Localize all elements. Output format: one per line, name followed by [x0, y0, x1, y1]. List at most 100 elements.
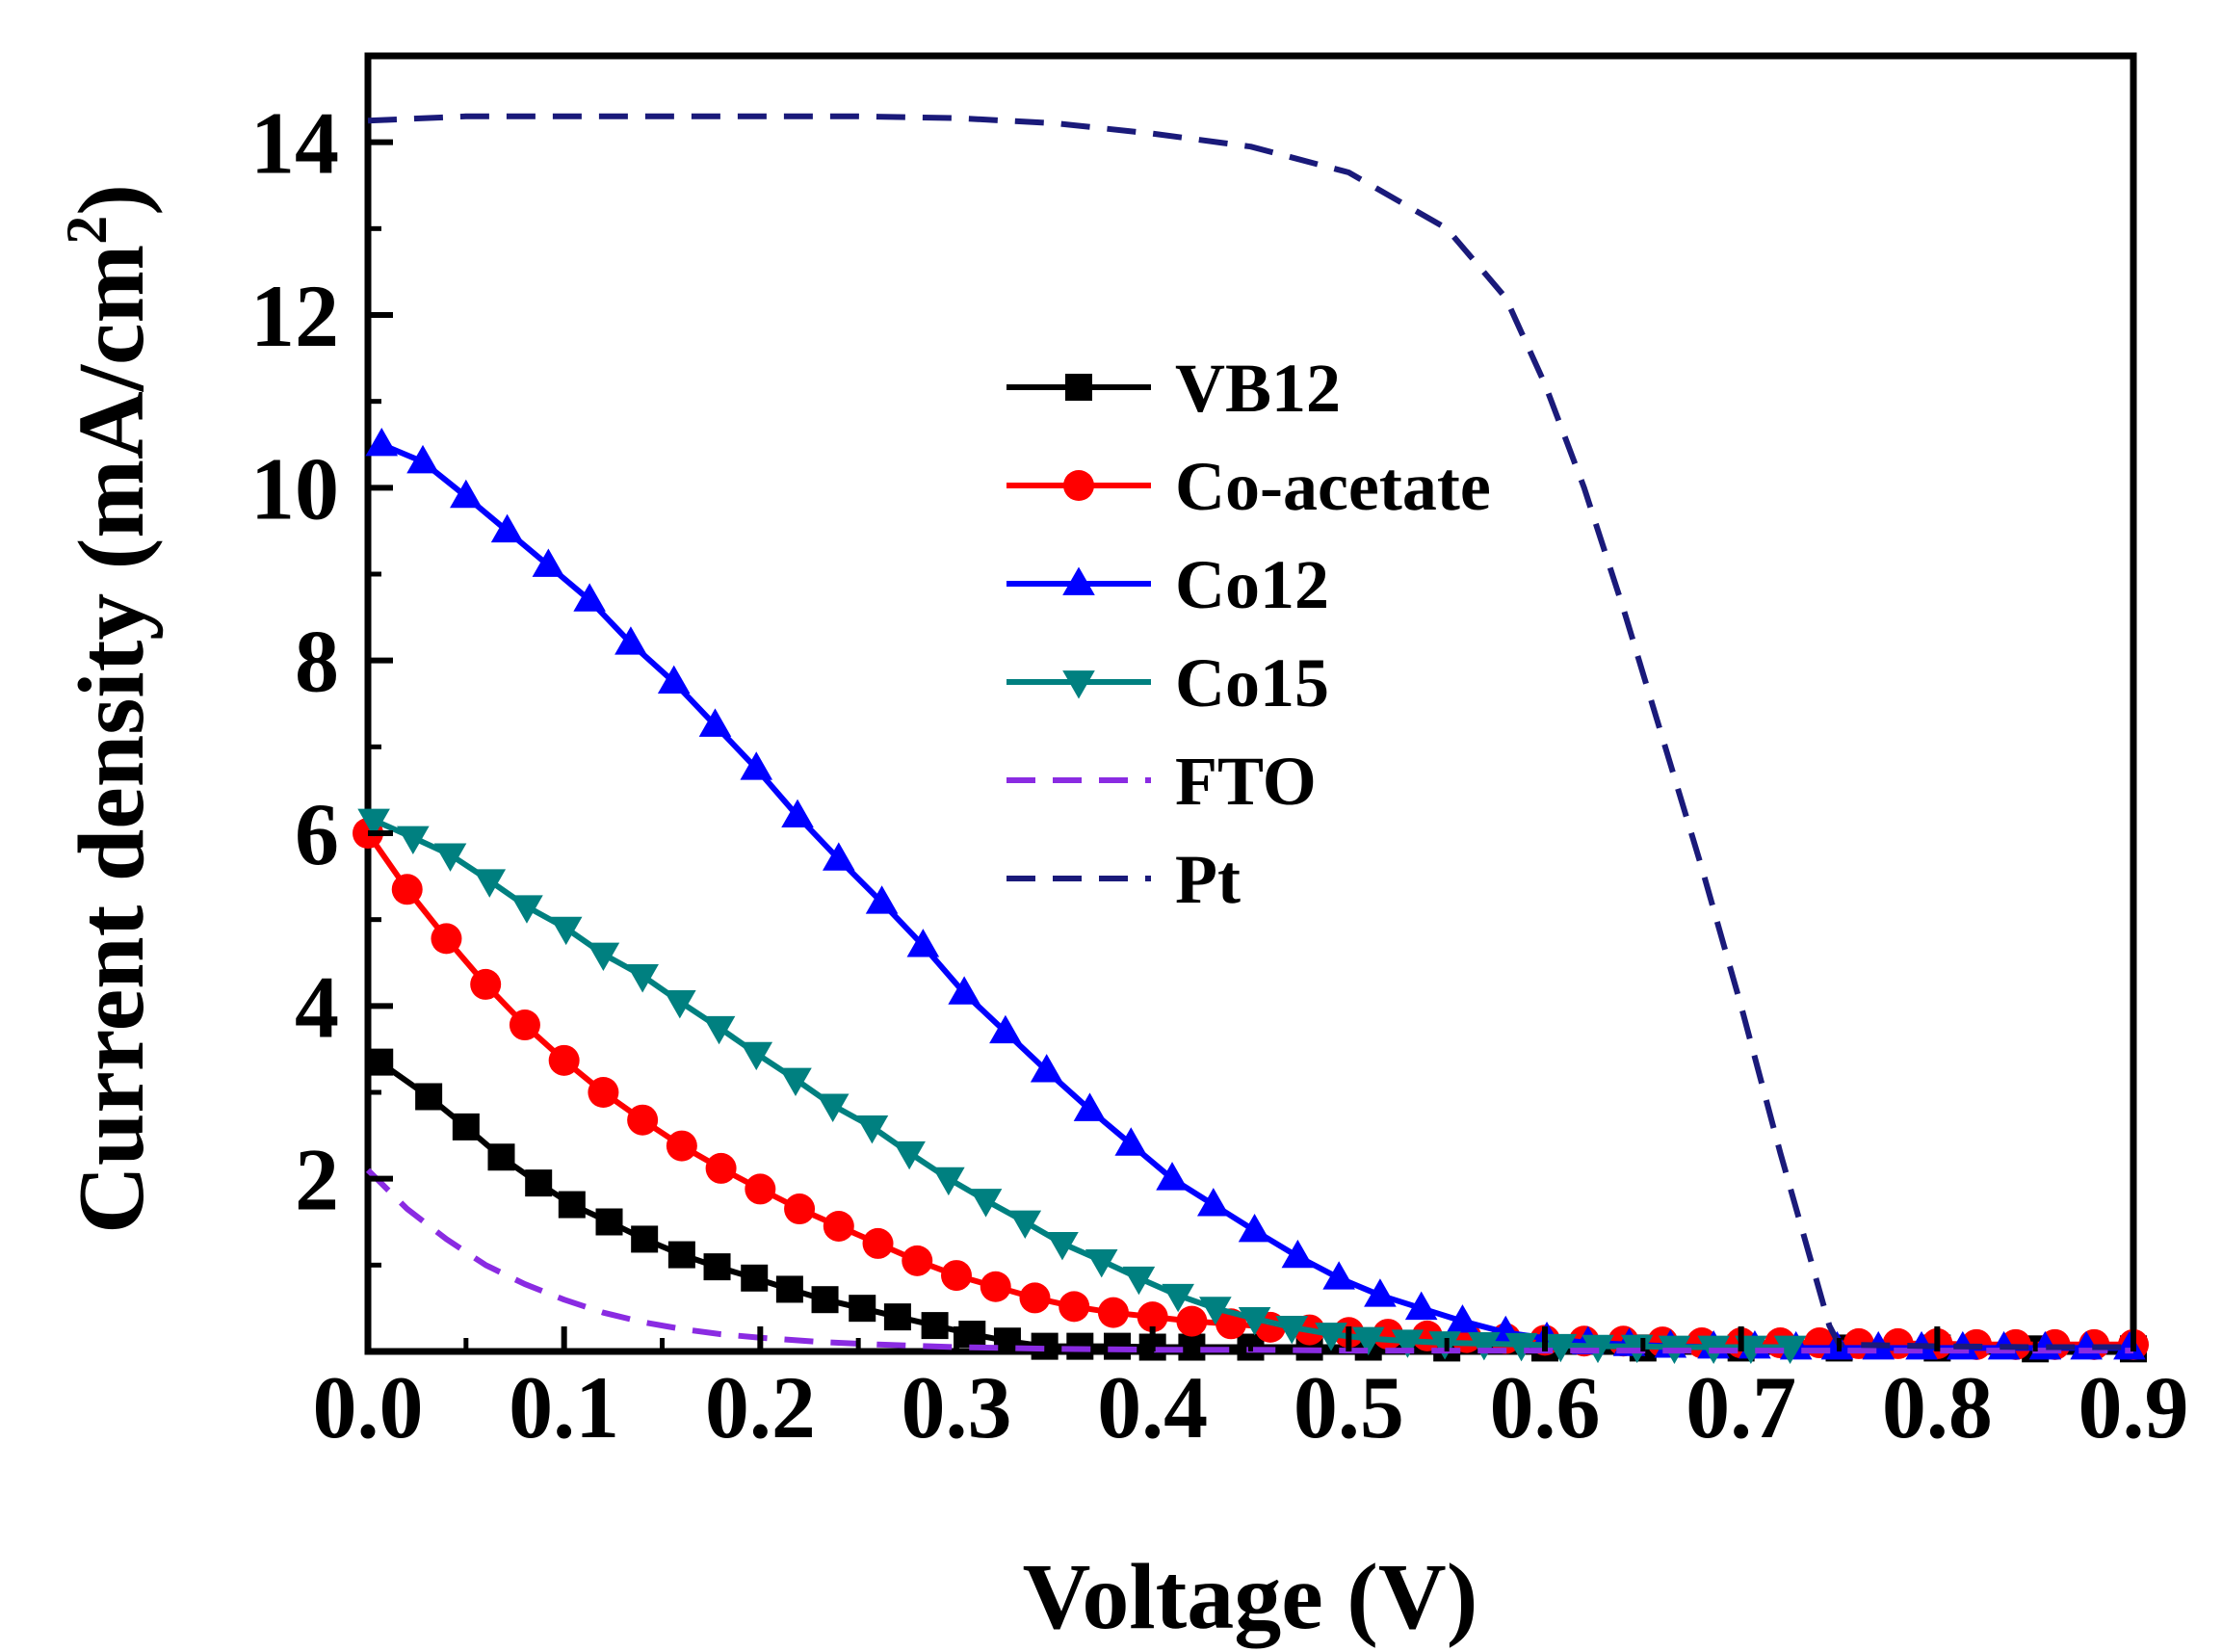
y-axis-title-prefix: Current density (mA/cm — [60, 245, 164, 1234]
data-point — [823, 1210, 854, 1242]
data-point — [406, 444, 439, 474]
y-tick-label: 6 — [295, 785, 339, 883]
data-point — [631, 1225, 659, 1253]
data-point — [470, 968, 502, 1000]
data-point — [855, 1114, 889, 1144]
data-point — [1137, 1301, 1168, 1333]
data-point — [969, 1189, 1003, 1218]
data-point — [532, 548, 565, 577]
legend-label: Co12 — [1175, 546, 1329, 623]
legend-label: FTO — [1175, 743, 1317, 820]
data-point — [941, 1260, 972, 1292]
legend-entry-vb12: VB12 — [1006, 350, 1341, 427]
data-point — [779, 1067, 812, 1097]
data-point — [1162, 1283, 1194, 1313]
data-point — [989, 1014, 1022, 1044]
data-point — [397, 826, 430, 854]
data-point — [1097, 1297, 1129, 1328]
legend-marker — [1063, 470, 1094, 501]
data-point — [741, 1264, 769, 1292]
data-point — [745, 1173, 776, 1205]
y-axis-title: Current density (mA/cm2) — [55, 184, 164, 1234]
data-point — [948, 976, 980, 1005]
series-line-pt — [367, 113, 2133, 1350]
data-point — [450, 479, 483, 509]
data-point — [883, 1303, 911, 1331]
legend-entry-co12: Co12 — [1006, 546, 1329, 623]
data-point — [862, 1227, 894, 1259]
data-point — [1275, 1315, 1309, 1345]
data-point — [1351, 1326, 1385, 1356]
x-tick-label: 0.8 — [1882, 1358, 1993, 1456]
data-point — [1199, 1297, 1232, 1325]
data-point — [775, 1275, 803, 1303]
x-tick-label: 0.5 — [1294, 1358, 1404, 1456]
data-point — [548, 1044, 580, 1076]
data-point — [1281, 1239, 1315, 1269]
x-tick-label: 0.2 — [705, 1358, 816, 1456]
data-point — [1238, 1307, 1271, 1336]
data-point — [921, 1312, 949, 1340]
data-point — [698, 708, 732, 737]
data-point — [357, 808, 390, 838]
series-co-acetate — [353, 818, 2149, 1360]
data-point — [2113, 1330, 2146, 1360]
data-point — [702, 1015, 736, 1045]
x-tick-label: 0.6 — [1490, 1358, 1601, 1456]
data-point — [626, 964, 659, 993]
data-point — [932, 1167, 965, 1196]
data-point — [958, 1321, 986, 1349]
legend-entry-fto: FTO — [1006, 743, 1317, 820]
data-point — [823, 842, 855, 871]
x-tick-label: 0.1 — [509, 1358, 619, 1456]
x-tick-label: 0.4 — [1097, 1358, 1208, 1456]
x-tick-label: 0.9 — [2078, 1358, 2189, 1456]
series-co15 — [357, 808, 1807, 1365]
data-point — [1030, 1054, 1063, 1083]
data-point — [509, 1010, 540, 1041]
series-line-co-acetate — [365, 831, 2133, 1348]
data-point — [452, 1113, 480, 1141]
data-point — [1446, 1304, 1479, 1333]
data-point — [490, 513, 524, 543]
data-point — [365, 428, 399, 457]
legend-label: Co15 — [1175, 644, 1329, 721]
axes-layer: 0.0 0.1 0.2 0.3 0.4 0.5 0.6 0.7 0.8 0.9 2 4 6 8 10 12 14 — [250, 53, 2189, 1456]
x-tick-label: 0.0 — [313, 1358, 424, 1456]
data-point — [902, 1245, 933, 1276]
x-axis-title: Voltage (V) — [1023, 1545, 1478, 1649]
data-point — [1114, 1127, 1148, 1156]
data-point — [1059, 1291, 1090, 1323]
series-pt — [367, 113, 2133, 1350]
legend: VB12 Co-acetate Co12 Co15 FTO Pt — [1006, 350, 1491, 918]
data-point — [1544, 1333, 1578, 1363]
data-point — [816, 1093, 850, 1122]
x-tick-label: 0.3 — [902, 1358, 1012, 1456]
data-point — [1773, 1335, 1807, 1365]
data-point — [1073, 1092, 1107, 1121]
data-point — [1046, 1232, 1079, 1261]
data-point — [627, 1104, 659, 1136]
y-axis-title-superscript: 2 — [55, 216, 118, 245]
data-point — [595, 1208, 623, 1236]
data-point — [906, 929, 940, 957]
data-point — [865, 885, 899, 914]
data-point — [784, 1193, 816, 1225]
data-point — [705, 1152, 737, 1184]
data-point — [657, 665, 691, 694]
data-point — [1404, 1291, 1438, 1321]
data-point — [587, 942, 620, 972]
data-point — [473, 869, 507, 898]
y-tick-label: 14 — [250, 94, 339, 193]
data-point — [740, 1041, 773, 1071]
data-point — [614, 626, 647, 655]
data-point — [703, 1253, 731, 1281]
data-point — [558, 1191, 586, 1219]
data-point — [667, 1241, 695, 1269]
data-point — [1197, 1188, 1230, 1217]
data-point — [525, 1169, 553, 1197]
data-point — [893, 1141, 926, 1170]
data-point — [487, 1143, 515, 1171]
y-axis-title-suffix: ) — [60, 184, 164, 216]
data-point — [1468, 1332, 1501, 1361]
